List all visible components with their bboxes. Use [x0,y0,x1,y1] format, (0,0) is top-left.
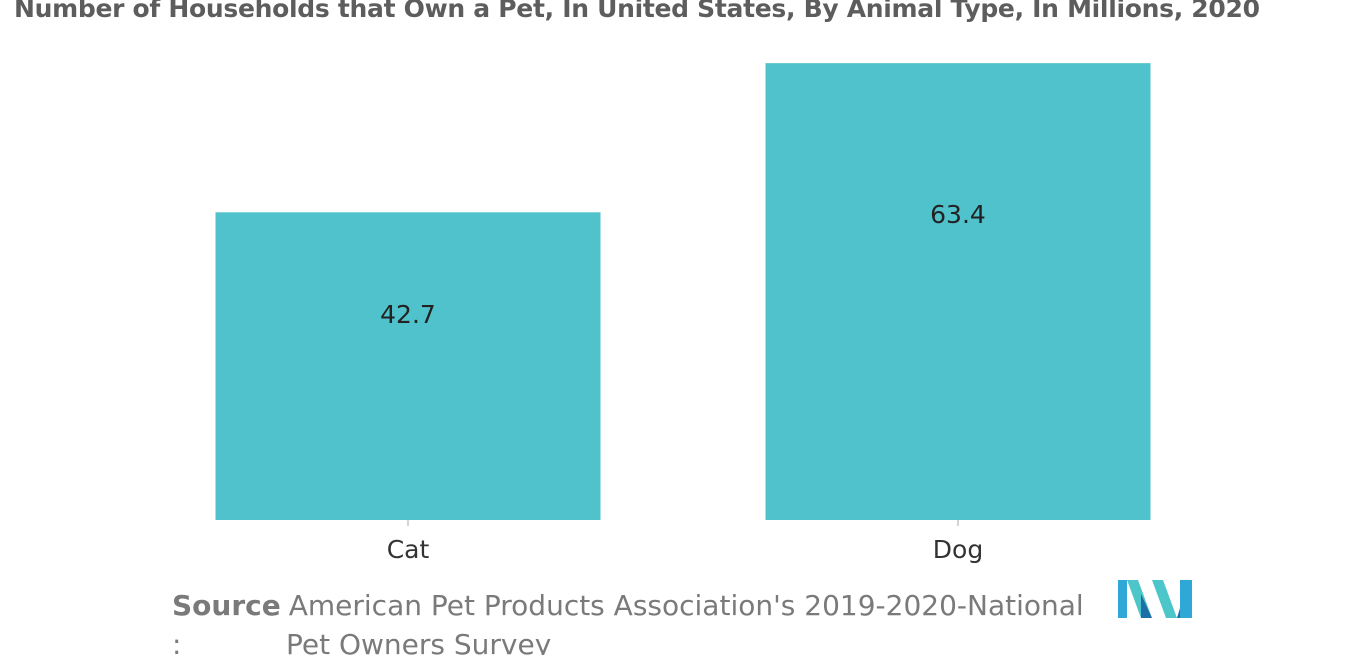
logo-middle-block [1141,594,1152,618]
mordor-intelligence-logo-icon [1118,580,1192,618]
logo-diagonal-2 [1152,580,1177,618]
source-text-line-2: Pet Owners Survey [286,628,552,655]
source-text-line-1: American Pet Products Association's 2019… [288,588,1084,622]
source-note: Source American Pet Products Association… [172,583,1084,627]
x-tick-label-cat: Cat [387,535,430,564]
logo-left-stroke [1118,580,1127,618]
data-label-dog: 63.4 [930,200,986,229]
bar-chart: 42.7 Cat 63.4 Dog [215,63,1151,564]
logo-right-accent [1166,608,1180,618]
x-tick-label-dog: Dog [933,535,983,564]
logo-right-stroke [1180,580,1192,618]
bar-cat [215,212,601,520]
chart-title: Number of Households that Own a Pet, In … [14,0,1260,23]
data-label-cat: 42.7 [380,300,436,329]
bar-dog [765,63,1151,520]
source-label: Source [172,588,281,622]
source-colon: : [172,628,182,655]
